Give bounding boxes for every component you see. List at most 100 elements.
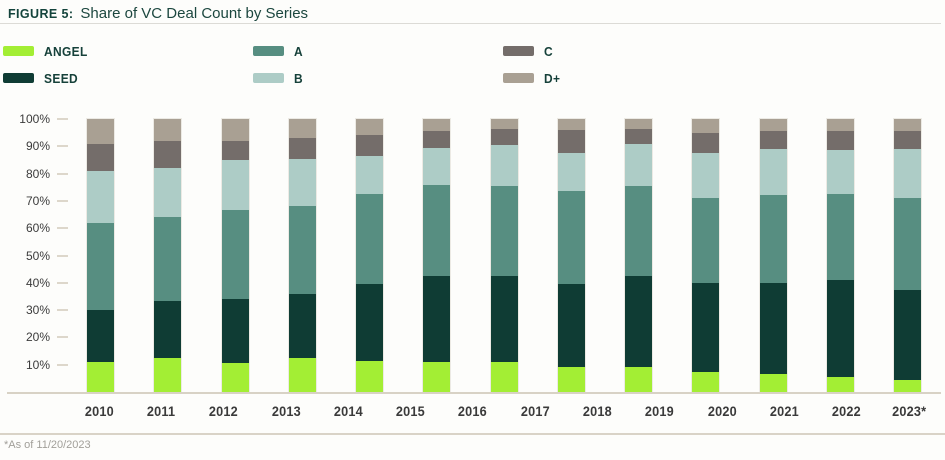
bar-segment-seed — [760, 282, 787, 375]
bar-segment-b — [222, 159, 249, 211]
x-tick-label-text: 2022 — [832, 404, 862, 419]
stacked-bar — [691, 118, 720, 393]
bar-segment-b — [827, 150, 854, 195]
stacked-bar — [826, 118, 855, 393]
bar-segment-b — [625, 143, 652, 186]
figure-title: FIGURE 5: Share of VC Deal Count by Serie… — [8, 5, 308, 22]
stacked-bar — [153, 118, 182, 393]
x-tick-label: 2018 — [566, 404, 628, 419]
bar-segment-c — [423, 131, 450, 148]
bar-segment-angel — [760, 374, 787, 392]
legend-label: SEED — [44, 70, 79, 86]
bar-segment-dplus — [760, 119, 787, 132]
x-tick-label: 2011 — [130, 404, 192, 419]
legend-item-angel: ANGEL — [3, 44, 92, 59]
legend-swatch — [503, 46, 534, 56]
bar-segment-seed — [423, 276, 450, 362]
x-tick-label-text: 2023* — [891, 404, 926, 419]
bar-segment-b — [289, 158, 316, 207]
stacked-bar — [557, 118, 586, 393]
stacked-bar — [624, 118, 653, 393]
bar-segment-seed — [154, 300, 181, 358]
bar-segment-a — [154, 217, 181, 301]
bar-segment-a — [692, 198, 719, 283]
legend-swatch — [253, 46, 284, 56]
bar-segment-c — [827, 131, 854, 151]
x-tick-label: 2013 — [255, 404, 317, 419]
y-tick-dash — [57, 336, 68, 339]
legend-swatch — [3, 46, 34, 56]
bar-segment-angel — [625, 367, 652, 392]
bar-segment-b — [423, 147, 450, 185]
bar-segment-b — [154, 168, 181, 218]
bar-segment-c — [289, 138, 316, 159]
y-tick-label: 70% — [25, 193, 50, 208]
x-tick-label: 2019 — [629, 404, 691, 419]
y-tick-dash — [57, 172, 68, 175]
bar-segment-dplus — [289, 119, 316, 139]
x-tick-label: 2014 — [317, 404, 379, 419]
bar-segment-dplus — [87, 119, 114, 144]
x-tick-label-text: 2021 — [769, 404, 799, 419]
bar-segment-seed — [827, 280, 854, 377]
footnote: *As of 11/20/2023 — [4, 439, 91, 451]
bar-segment-dplus — [423, 119, 450, 132]
y-tick-label: 50% — [25, 248, 50, 263]
bar-segment-dplus — [625, 119, 652, 129]
bar-segment-c — [356, 135, 383, 156]
y-tick-dash — [57, 199, 68, 202]
x-tick-label-text: 2020 — [707, 404, 737, 419]
y-tick-label: 10% — [25, 357, 50, 372]
bar-segment-a — [558, 191, 585, 285]
x-tick-label: 2012 — [193, 404, 255, 419]
bar-segment-angel — [87, 361, 114, 392]
bar-segment-dplus — [154, 119, 181, 141]
stacked-bar — [288, 118, 317, 393]
x-tick-label: 2021 — [753, 404, 815, 419]
legend-item-seed: SEED — [3, 70, 81, 86]
bar-segment-b — [692, 153, 719, 199]
legend-label: D+ — [544, 70, 561, 86]
stacked-bar — [221, 118, 250, 393]
bar-segment-seed — [625, 275, 652, 368]
x-tick-label: 2023* — [878, 404, 940, 419]
bar-segment-b — [491, 144, 518, 186]
y-tick-label: 100% — [19, 112, 50, 126]
bar-segment-dplus — [356, 119, 383, 136]
bar-segment-angel — [423, 361, 450, 392]
x-tick-label-text: 2012 — [209, 404, 239, 419]
bar-segment-angel — [558, 367, 585, 392]
stacked-bar — [490, 118, 519, 393]
y-tick-label: 60% — [25, 221, 50, 236]
bar-segment-seed — [894, 289, 921, 380]
bar-segment-angel — [289, 357, 316, 392]
stacked-bar — [422, 118, 451, 393]
x-tick-label-text: 2017 — [520, 404, 550, 419]
bar-segment-dplus — [491, 119, 518, 129]
bar-segment-c — [222, 140, 249, 160]
x-axis-labels: 2010 2011 2012 2013 2014 2015 2016 2017 2018 2019… — [68, 404, 940, 419]
legend-swatch — [503, 73, 534, 83]
bar-segment-seed — [87, 310, 114, 362]
y-tick-dash — [57, 145, 68, 148]
x-tick-label: 2016 — [442, 404, 504, 419]
bar-segment-b — [356, 155, 383, 195]
figure-label: FIGURE 5: — [8, 7, 74, 21]
bar-segment-c — [625, 128, 652, 144]
x-tick-label-text: 2011 — [147, 404, 176, 419]
bar-segment-dplus — [222, 119, 249, 141]
legend-item-b: B — [253, 71, 304, 86]
stacked-bar — [86, 118, 115, 393]
bar-segment-c — [87, 143, 114, 171]
bar-segment-dplus — [558, 119, 585, 130]
legend-label: A — [294, 43, 304, 59]
bar-segment-angel — [222, 363, 249, 392]
y-tick-label: 40% — [25, 275, 50, 290]
bar-segment-seed — [289, 293, 316, 358]
bar-segment-angel — [491, 361, 518, 392]
bar-segment-a — [423, 184, 450, 276]
legend-swatch — [3, 73, 34, 83]
bar-segment-a — [894, 198, 921, 290]
bar-segment-a — [87, 222, 114, 311]
bar-segment-c — [760, 131, 787, 150]
